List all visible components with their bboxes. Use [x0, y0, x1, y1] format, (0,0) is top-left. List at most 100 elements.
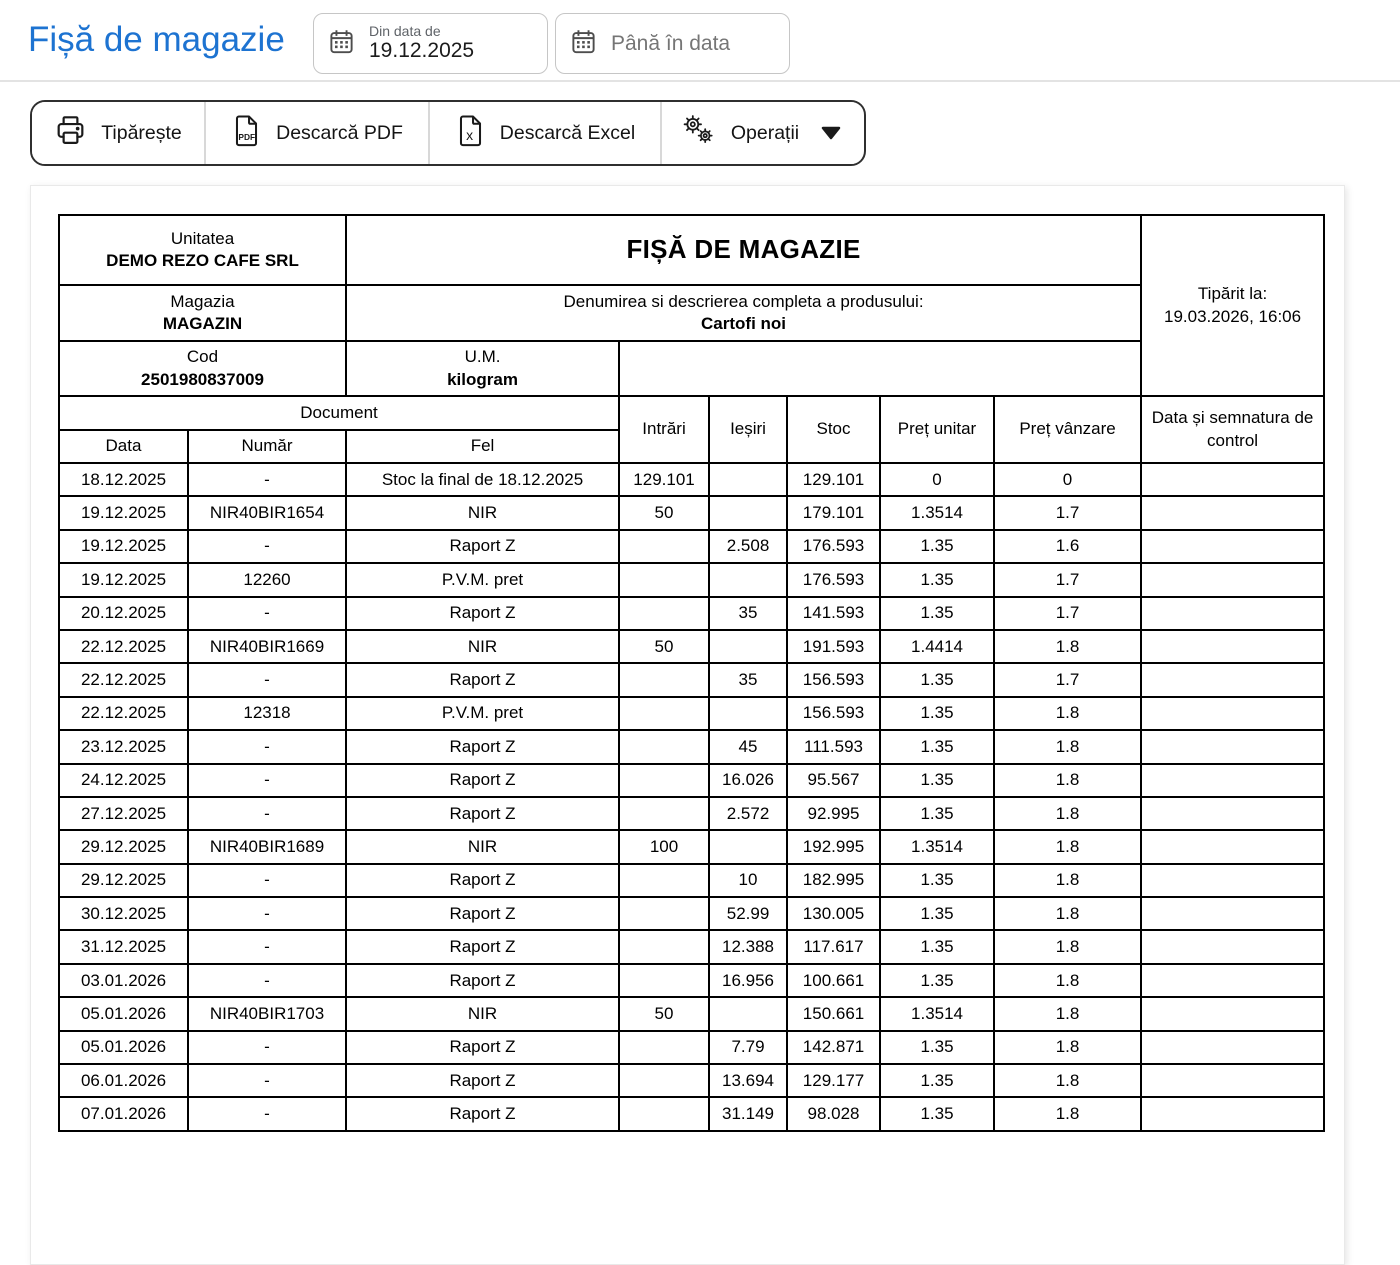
cell-iesiri [708, 562, 789, 598]
cell-fel: NIR [345, 996, 621, 1032]
cell-intrari [618, 528, 711, 565]
cell-fel: Raport Z [345, 896, 621, 932]
cell-data: 05.01.2026 [58, 996, 189, 1032]
cell-data: 19.12.2025 [58, 495, 189, 531]
sheet-row: 29.12.2025 NIR40BIR1689 NIR 100 192.995 1.351… [58, 829, 1326, 865]
download-pdf-button-label: Descarcă PDF [276, 121, 403, 144]
cell-semnatura [1140, 1096, 1326, 1132]
sheet-row: 19.12.2025- Raport Z 2.508 176.593 1.35 1.6 [58, 528, 1326, 565]
cell-intrari [618, 862, 711, 899]
cell-data: 31.12.2025 [58, 929, 189, 965]
cell-numar: - [186, 528, 348, 565]
operations-button[interactable]: Operații [662, 102, 862, 164]
cell-pret-vanzare: 1.8 [993, 762, 1143, 798]
col-header-fel: Fel [345, 429, 621, 464]
cell-semnatura [1140, 929, 1326, 965]
cell-pret-unitar: 1.3514 [879, 829, 996, 865]
cell-pret-vanzare: 1.8 [993, 1029, 1143, 1066]
operations-button-label: Operații [730, 121, 800, 144]
cell-semnatura [1140, 729, 1326, 765]
sheet-row: 19.12.2025 NIR40BIR1654 NIR 50 179.101 1.3514… [58, 495, 1326, 531]
cell-stoc: 141.593 [786, 595, 882, 631]
cell-intrari [618, 595, 711, 631]
sheet-row: 05.01.2026 NIR40BIR1703 NIR 50 150.661 1.3514… [58, 996, 1326, 1032]
store-label: Magazia [170, 291, 235, 311]
cell-iesiri: 2.508 [708, 528, 789, 565]
cell-semnatura [1140, 829, 1326, 865]
cell-pret-vanzare: 1.7 [993, 495, 1143, 531]
sheet-row: 06.01.2026- Raport Z 13.694 129.177 1.35 1.8 [58, 1063, 1326, 1099]
cell-data: 23.12.2025 [58, 729, 189, 765]
toolbar: Tipărește PDF Descarcă PDF x Descarcă [30, 100, 866, 166]
cell-semnatura [1140, 495, 1326, 531]
store-value: MAGAZIN [162, 314, 243, 333]
cell-numar: NIR40BIR1669 [186, 628, 348, 665]
cell-fel: Raport Z [345, 662, 621, 698]
col-header-intrari: Intrări [618, 395, 711, 464]
cell-pret-vanzare: 1.8 [993, 729, 1143, 765]
unit-label: Unitatea [170, 228, 235, 248]
cell-pret-unitar: 1.35 [879, 662, 996, 698]
cell-semnatura [1140, 461, 1326, 498]
cell-numar: 12260 [186, 562, 348, 598]
cell-iesiri: 52.99 [708, 896, 789, 932]
sheet-row: 05.01.2026- Raport Z 7.79 142.871 1.35 1.8 [58, 1029, 1326, 1066]
cell-iesiri: 10 [708, 862, 789, 899]
cell-intrari [618, 1096, 711, 1132]
sheet-row: 22.12.2025 12318 P.V.M. pret 156.593 1.35 1.8 [58, 695, 1326, 732]
cell-semnatura [1140, 695, 1326, 732]
cell-pret-unitar: 1.3514 [879, 996, 996, 1032]
to-date-picker[interactable]: Până în data [555, 13, 790, 74]
cell-numar: - [186, 795, 348, 832]
cell-semnatura [1140, 762, 1326, 798]
print-button-label: Tipărește [101, 121, 182, 144]
cell-pret-unitar: 1.35 [879, 695, 996, 732]
cell-pret-vanzare: 1.7 [993, 662, 1143, 698]
cell-stoc: 129.177 [786, 1063, 882, 1099]
cell-semnatura [1140, 896, 1326, 932]
cell-data: 19.12.2025 [58, 528, 189, 565]
cell-data: 03.01.2026 [58, 962, 189, 999]
download-excel-button[interactable]: x Descarcă Excel [430, 102, 662, 164]
from-date-value: 19.12.2025 [369, 39, 475, 63]
cell-numar: - [186, 1096, 348, 1132]
cell-iesiri: 31.149 [708, 1096, 789, 1132]
cell-iesiri: 12.388 [708, 929, 789, 965]
calendar-icon [570, 28, 597, 60]
cell-fel: P.V.M. pret [345, 562, 621, 598]
download-pdf-button[interactable]: PDF Descarcă PDF [206, 102, 430, 164]
cell-iesiri: 16.956 [708, 962, 789, 999]
cell-numar: NIR40BIR1689 [186, 829, 348, 865]
cell-intrari: 50 [618, 628, 711, 665]
cell-data: 30.12.2025 [58, 896, 189, 932]
cell-semnatura [1140, 1029, 1326, 1066]
cell-pret-unitar: 1.35 [879, 962, 996, 999]
unit-cell: Unitatea DEMO REZO CAFE SRL [57, 214, 348, 286]
cell-pret-vanzare: 1.6 [993, 528, 1143, 565]
empty-cell [618, 340, 1143, 397]
stock-sheet-table: Unitatea DEMO REZO CAFE SRL FIȘĂ DE MAGA… [57, 214, 1326, 1132]
calendar-icon [328, 28, 355, 60]
cell-numar: 12318 [186, 695, 348, 732]
sheet-row: 18.12.2025- Stoc la final de 18.12.2025 12… [58, 461, 1326, 498]
cell-iesiri: 2.572 [708, 795, 789, 832]
col-header-pret-vanzare: Preț vânzare [993, 395, 1143, 464]
cell-iesiri [708, 829, 789, 865]
from-date-label: Din data de [369, 23, 441, 40]
cell-semnatura [1140, 628, 1326, 665]
print-button[interactable]: Tipărește [32, 102, 206, 164]
cell-fel: NIR [345, 495, 621, 531]
sheet-row: 20.12.2025- Raport Z 35 141.593 1.35 1.7 [58, 595, 1326, 631]
cell-pret-unitar: 1.4414 [879, 628, 996, 665]
sheet-row: 19.12.2025 12260 P.V.M. pret 176.593 1.35 1.7 [58, 562, 1326, 598]
sheet-rows: 18.12.2025- Stoc la final de 18.12.2025 12… [58, 461, 1326, 1132]
cell-iesiri [708, 996, 789, 1032]
cell-numar: - [186, 929, 348, 965]
cell-intrari [618, 962, 711, 999]
cell-pret-unitar: 1.35 [879, 795, 996, 832]
cell-iesiri: 16.026 [708, 762, 789, 798]
cell-pret-unitar: 1.35 [879, 929, 996, 965]
sheet-row: 24.12.2025- Raport Z 16.026 95.567 1.35 1.8 [58, 762, 1326, 798]
from-date-picker[interactable]: Din data de 19.12.2025 [313, 13, 548, 74]
page-title: Fișă de magazie [28, 20, 285, 59]
